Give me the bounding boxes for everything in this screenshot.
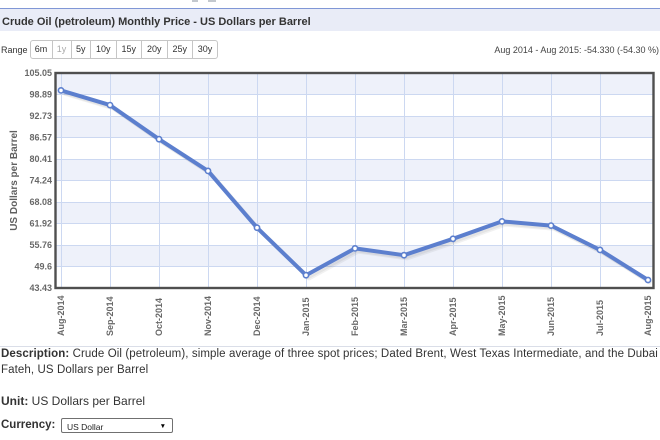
svg-text:Apr-2015: Apr-2015 <box>448 297 458 336</box>
svg-text:55.76: 55.76 <box>29 240 52 250</box>
svg-text:Nov-2014: Nov-2014 <box>203 296 213 336</box>
svg-text:80.41: 80.41 <box>29 154 52 164</box>
svg-text:May-2015: May-2015 <box>497 295 507 336</box>
svg-text:Aug-2014: Aug-2014 <box>56 295 66 336</box>
svg-text:Jul-2015: Jul-2015 <box>595 300 605 336</box>
svg-text:Jun-2015: Jun-2015 <box>546 297 556 336</box>
svg-text:Jan-2015: Jan-2015 <box>301 297 311 336</box>
svg-text:98.89: 98.89 <box>29 90 52 100</box>
svg-text:Mar-2015: Mar-2015 <box>399 297 409 336</box>
svg-text:105.05: 105.05 <box>24 68 52 78</box>
svg-text:Feb-2015: Feb-2015 <box>350 297 360 336</box>
svg-text:43.43: 43.43 <box>29 283 52 293</box>
svg-text:86.57: 86.57 <box>29 133 52 143</box>
svg-text:US Dollars per Barrel: US Dollars per Barrel <box>9 130 20 231</box>
svg-text:49.6: 49.6 <box>34 262 52 272</box>
svg-text:Dec-2014: Dec-2014 <box>252 296 262 336</box>
svg-text:61.92: 61.92 <box>29 219 52 229</box>
svg-text:68.08: 68.08 <box>29 197 52 207</box>
svg-text:Oct-2014: Oct-2014 <box>154 298 164 336</box>
svg-text:74.24: 74.24 <box>29 176 52 186</box>
svg-text:Aug-2015: Aug-2015 <box>643 295 653 336</box>
svg-text:Sep-2014: Sep-2014 <box>105 296 115 336</box>
svg-text:92.73: 92.73 <box>29 111 52 121</box>
